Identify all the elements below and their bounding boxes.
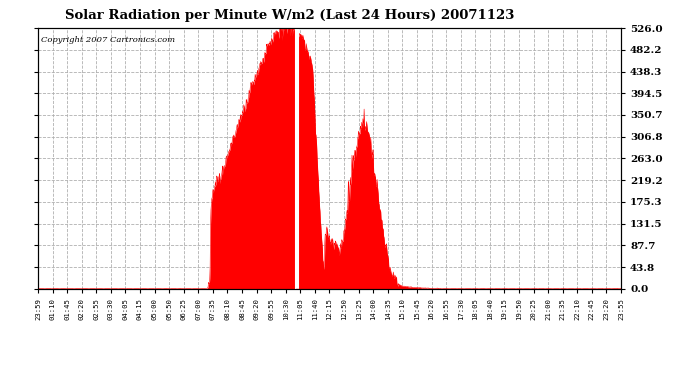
Text: Copyright 2007 Cartronics.com: Copyright 2007 Cartronics.com	[41, 36, 175, 44]
Text: Solar Radiation per Minute W/m2 (Last 24 Hours) 20071123: Solar Radiation per Minute W/m2 (Last 24…	[65, 9, 515, 22]
